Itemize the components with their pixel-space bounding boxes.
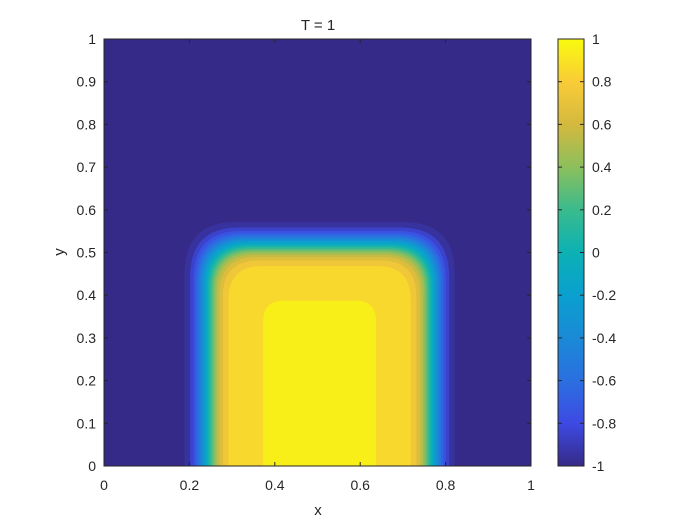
y-tick-label: 0.6 <box>77 202 97 218</box>
y-tick-label: 0.1 <box>77 415 97 431</box>
x-tick-label: 0.8 <box>436 477 456 493</box>
x-tick-label: 0.4 <box>265 477 285 493</box>
colorbar-tick-label: 0.6 <box>592 116 612 132</box>
colorbar-tick-label: -0.2 <box>592 287 616 303</box>
x-tick-label: 0.2 <box>180 477 200 493</box>
y-tick-label: 0.5 <box>77 245 97 261</box>
contour-level <box>263 300 376 466</box>
y-tick-label: 0.3 <box>77 330 97 346</box>
y-tick-label: 0 <box>88 458 96 474</box>
y-tick-label: 0.7 <box>77 159 97 175</box>
colorbar-tick-label: -0.4 <box>592 330 616 346</box>
colorbar-tick-label: -0.6 <box>592 373 616 389</box>
x-tick-label: 1 <box>527 477 535 493</box>
colorbar-ticks: -1 -0.8 -0.6 -0.4 -0.2 0 0.2 0.4 0.6 0.8 1 <box>558 31 616 474</box>
y-tick-label: 0.9 <box>77 74 97 90</box>
field-contours <box>184 221 455 466</box>
y-tick-label: 1 <box>88 31 96 47</box>
colorbar-tick-label: -1 <box>592 458 605 474</box>
colorbar: -1 -0.8 -0.6 -0.4 -0.2 0 0.2 0.4 0.6 0.8 1 <box>557 31 616 474</box>
x-axis: 0 0.2 0.4 0.6 0.8 1 <box>100 39 535 493</box>
colorbar-tick-label: 0.2 <box>592 202 612 218</box>
y-axis: 0 0.1 0.2 0.3 0.4 0.5 0.6 0.7 0.8 0.9 1 <box>77 31 531 474</box>
colorbar-gradient <box>557 38 585 467</box>
colorbar-tick-label: 1 <box>592 31 600 47</box>
y-tick-label: 0.4 <box>77 287 97 303</box>
x-tick-label: 0 <box>100 477 108 493</box>
y-tick-label: 0.8 <box>77 116 97 132</box>
chart-title: T = 1 <box>301 17 335 34</box>
plot-area <box>103 38 532 467</box>
colorbar-tick-label: -0.8 <box>592 415 616 431</box>
x-tick-label: 0.6 <box>350 477 370 493</box>
y-tick-label: 0.2 <box>77 373 97 389</box>
y-axis-label: y <box>51 248 68 256</box>
colorbar-tick-label: 0.4 <box>592 159 612 175</box>
x-axis-label: x <box>314 502 322 519</box>
colorbar-tick-label: 0.8 <box>592 74 612 90</box>
colorbar-tick-label: 0 <box>592 245 600 261</box>
